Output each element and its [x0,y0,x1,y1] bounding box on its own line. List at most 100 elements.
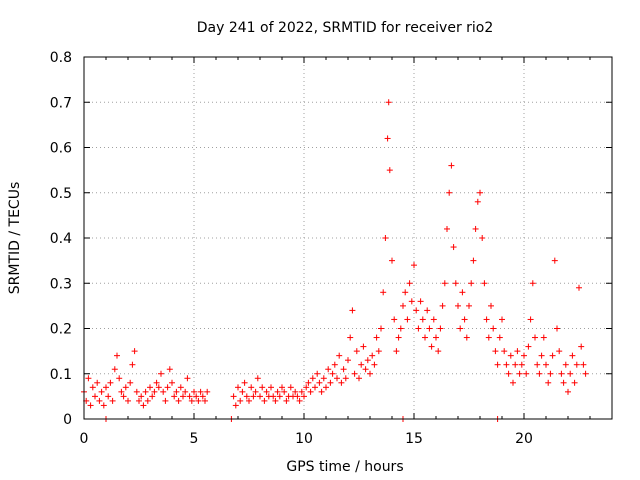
data-point [558,370,565,377]
data-point [292,388,299,395]
y-tick-label: 0.1 [50,367,72,383]
data-point [118,388,125,395]
data-point [314,370,321,377]
data-point [536,370,543,377]
data-point [173,388,180,395]
data-point [114,352,120,359]
data-point [576,284,582,291]
data-point [494,361,501,368]
y-tick-label: 0.3 [50,276,72,292]
data-point [94,379,101,386]
data-point [147,384,153,391]
data-point [202,397,208,404]
data-point [127,379,134,386]
data-point [257,393,263,400]
data-point [527,316,534,323]
data-point [382,235,389,241]
data-point [166,366,173,373]
data-point [136,397,142,404]
data-point [371,361,378,368]
y-tick-labels: 0 0.1 0.2 0.3 0.4 0.5 0.6 0.7 0.8 [50,50,72,428]
data-point [111,366,118,373]
data-point [501,348,508,355]
data-point [556,348,563,355]
data-point [204,388,211,395]
data-point [177,384,184,391]
data-point [435,348,442,355]
data-point [516,370,523,377]
data-point [437,325,444,332]
data-point [389,257,395,264]
data-point [569,352,576,359]
data-point [547,370,554,377]
data-point [331,361,338,368]
data-point [252,388,259,395]
data-point [232,402,239,409]
data-point [188,397,195,404]
data-point [96,397,103,404]
data-point [316,379,323,386]
data-point [237,397,244,404]
data-point [496,334,503,341]
data-point [393,348,400,355]
data-point [463,334,470,341]
data-point [481,280,488,287]
data-point [87,402,94,409]
data-point [457,325,464,332]
data-point [235,384,241,391]
data-point [385,99,392,106]
data-point [305,379,312,386]
data-point [309,375,316,382]
data-point [318,388,325,395]
data-point [164,384,171,391]
data-point [364,357,371,364]
data-point [397,325,404,332]
grid-lines [84,57,612,419]
data-point [103,384,109,391]
data-points [81,99,589,422]
data-point [461,316,468,323]
data-point [474,198,481,205]
y-tick-label: 0.7 [50,95,72,111]
data-point [534,361,541,368]
data-point [545,379,552,386]
data-point [180,393,186,400]
data-point [92,393,98,400]
y-axis-label: SRMTID / TECUs [7,182,23,295]
data-point [367,370,373,377]
data-point [582,370,589,377]
data-point [162,397,169,404]
data-point [380,289,387,296]
data-point [301,393,307,400]
data-point [384,135,391,142]
y-tick-label: 0.8 [50,50,72,66]
data-point [362,366,369,373]
data-point [479,235,486,241]
data-point [283,397,290,404]
data-point [532,334,538,341]
data-point [490,325,497,332]
data-point [125,397,131,404]
data-point [450,244,457,251]
data-point [415,325,422,332]
data-point [499,316,505,323]
data-point [433,334,439,341]
data-point [549,352,556,359]
data-point [89,384,96,391]
data-point [347,334,354,341]
data-point [529,280,536,287]
data-point [197,388,204,395]
data-point [144,397,151,404]
data-point [169,379,175,386]
data-point [571,379,578,386]
data-point [402,289,409,296]
data-point [448,162,455,169]
data-point [514,348,521,355]
data-point [334,375,340,382]
data-point [378,325,384,332]
data-point [485,334,492,341]
data-point [195,397,202,404]
data-point [386,167,393,174]
data-point [452,280,459,287]
